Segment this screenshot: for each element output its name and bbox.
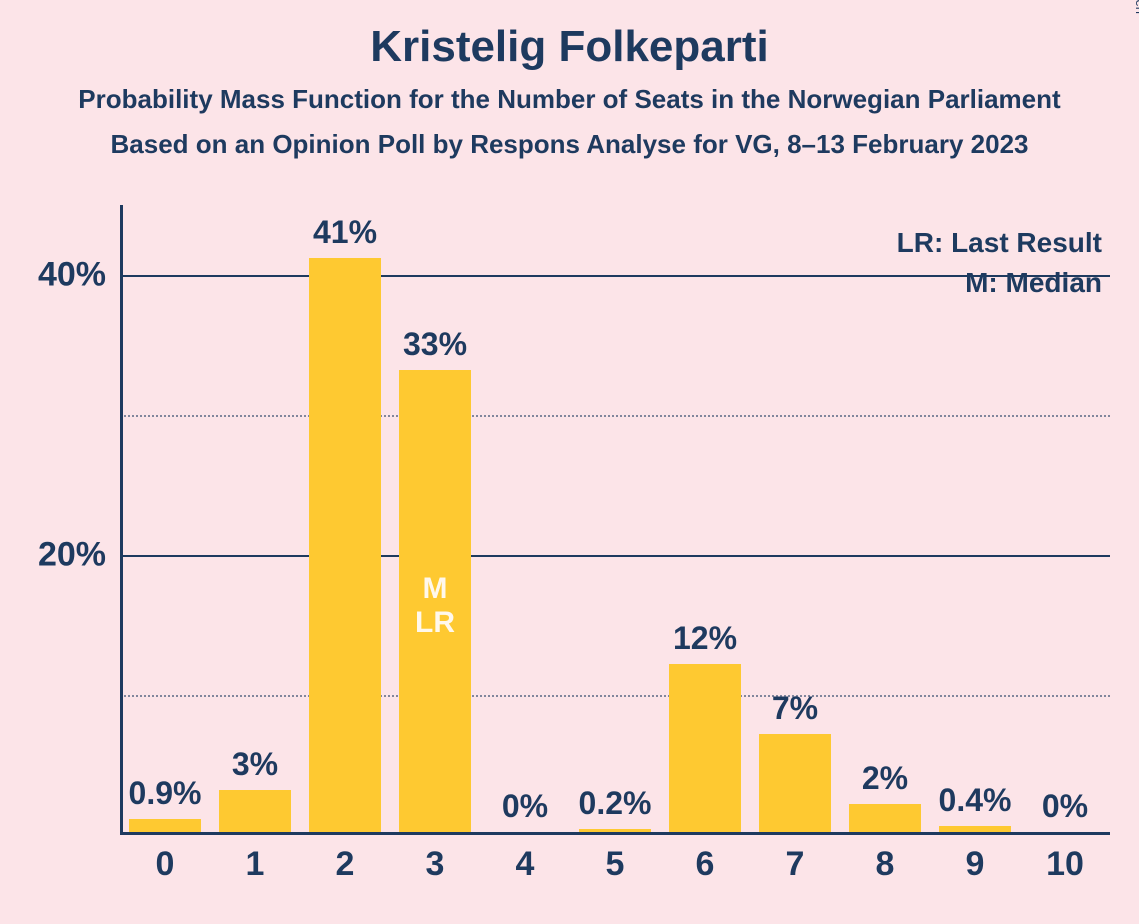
gridline-major	[120, 275, 1110, 277]
bar-value-label: 0.4%	[939, 782, 1012, 819]
chart-subtitle-1: Probability Mass Function for the Number…	[0, 84, 1139, 115]
gridline-minor	[120, 695, 1110, 697]
bar	[579, 829, 651, 832]
bar-value-label: 0.2%	[579, 785, 652, 822]
bar	[759, 734, 831, 832]
x-tick-label: 6	[696, 845, 715, 884]
copyright-text: © 2025 Filip van Laenen	[1133, 0, 1139, 14]
bar-value-label: 3%	[232, 746, 278, 783]
bar-value-label: 0%	[1042, 788, 1088, 825]
y-axis	[120, 205, 123, 835]
y-tick-label: 40%	[38, 256, 106, 295]
bar-value-label: 12%	[673, 620, 737, 657]
gridline-major	[120, 555, 1110, 557]
bar-annotation: MLR	[415, 572, 455, 641]
x-tick-label: 10	[1046, 845, 1084, 884]
x-tick-label: 8	[876, 845, 895, 884]
bar	[219, 790, 291, 832]
bar-value-label: 2%	[862, 760, 908, 797]
bar	[939, 826, 1011, 832]
bar-value-label: 0%	[502, 788, 548, 825]
legend-last-result: LR: Last Result	[897, 227, 1102, 259]
bar-value-label: 33%	[403, 326, 467, 363]
legend-median: M: Median	[965, 267, 1102, 299]
bar	[669, 664, 741, 832]
x-tick-label: 4	[516, 845, 535, 884]
bar-value-label: 41%	[313, 214, 377, 251]
x-tick-label: 1	[246, 845, 265, 884]
bar-value-label: 7%	[772, 690, 818, 727]
y-tick-label: 20%	[38, 536, 106, 575]
bar	[309, 258, 381, 832]
chart-plot-area: LR: Last Result M: Median 20%40%00.9%13%…	[120, 205, 1110, 835]
bar	[849, 804, 921, 832]
bar	[129, 819, 201, 832]
bar-value-label: 0.9%	[129, 775, 202, 812]
x-tick-label: 7	[786, 845, 805, 884]
chart-subtitle-2: Based on an Opinion Poll by Respons Anal…	[0, 129, 1139, 160]
gridline-minor	[120, 415, 1110, 417]
x-axis	[120, 832, 1110, 835]
chart-title: Kristelig Folkeparti	[0, 0, 1139, 72]
x-tick-label: 0	[156, 845, 175, 884]
x-tick-label: 5	[606, 845, 625, 884]
x-tick-label: 2	[336, 845, 355, 884]
x-tick-label: 9	[966, 845, 985, 884]
x-tick-label: 3	[426, 845, 445, 884]
